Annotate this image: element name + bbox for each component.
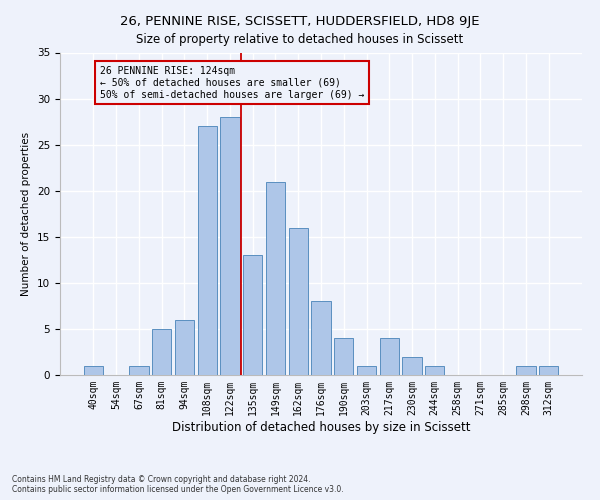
Bar	[84, 366, 103, 375]
Bar	[357, 366, 376, 375]
Bar	[289, 228, 308, 375]
X-axis label: Distribution of detached houses by size in Scissett: Distribution of detached houses by size …	[172, 420, 470, 434]
Bar	[197, 126, 217, 375]
Bar	[380, 338, 399, 375]
Bar	[516, 366, 536, 375]
Bar	[266, 182, 285, 375]
Bar	[334, 338, 353, 375]
Bar	[129, 366, 149, 375]
Bar	[243, 255, 262, 375]
Text: Contains HM Land Registry data © Crown copyright and database right 2024.
Contai: Contains HM Land Registry data © Crown c…	[12, 474, 344, 494]
Bar	[539, 366, 558, 375]
Bar	[425, 366, 445, 375]
Bar	[403, 356, 422, 375]
Text: 26 PENNINE RISE: 124sqm
← 50% of detached houses are smaller (69)
50% of semi-de: 26 PENNINE RISE: 124sqm ← 50% of detache…	[100, 66, 365, 100]
Bar	[175, 320, 194, 375]
Text: 26, PENNINE RISE, SCISSETT, HUDDERSFIELD, HD8 9JE: 26, PENNINE RISE, SCISSETT, HUDDERSFIELD…	[120, 15, 480, 28]
Bar	[220, 117, 239, 375]
Y-axis label: Number of detached properties: Number of detached properties	[22, 132, 31, 296]
Text: Size of property relative to detached houses in Scissett: Size of property relative to detached ho…	[136, 32, 464, 46]
Bar	[152, 329, 172, 375]
Bar	[311, 302, 331, 375]
